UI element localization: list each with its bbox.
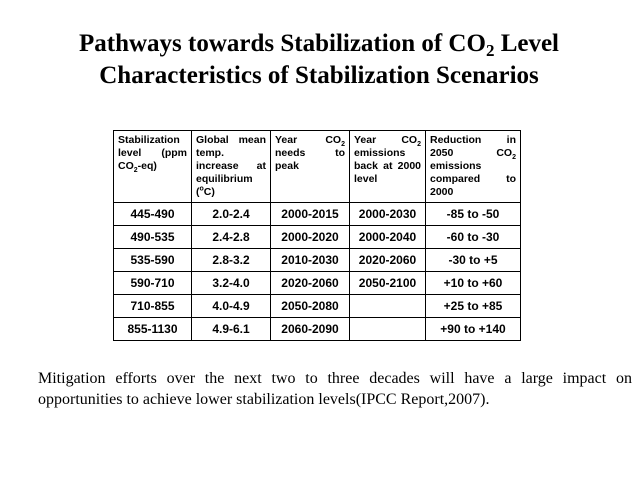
table-cell: -85 to -50 xyxy=(425,202,521,226)
table-row: 710-855 4.0-4.9 2050-2080 +25 to +85 xyxy=(113,294,521,318)
table-cell: 490-535 xyxy=(113,225,192,249)
text-segment: Pathways towards Stabilization of CO xyxy=(78,30,486,57)
table-cell: 4.9-6.1 xyxy=(191,317,271,341)
table-cell: +10 to +60 xyxy=(425,271,521,295)
title-line: Pathways towards Stabilization of CO2 Le… xyxy=(0,30,638,60)
table-cell: 2.8-3.2 xyxy=(191,248,271,272)
text-segment: 2 xyxy=(512,154,516,162)
table-row: 535-590 2.8-3.2 2010-2030 2020-2060 -30 to +… xyxy=(113,248,521,272)
table-cell: +90 to +140 xyxy=(425,317,521,341)
text-segment: -eq) xyxy=(137,160,157,172)
text-segment: 2 xyxy=(485,41,495,60)
table-cell: -60 to -30 xyxy=(425,225,521,249)
table-body: 445-490 2.0-2.4 2000-2015 2000-2030 -85 to -… xyxy=(113,202,521,341)
table-cell: 590-710 xyxy=(113,271,192,295)
text-segment: Global mean temp. increase at equilibriu… xyxy=(196,134,266,198)
table-cell: 2000-2030 xyxy=(349,202,426,226)
title-line: Characteristics of Stabilization Scenari… xyxy=(0,62,638,90)
table-cell: 2000-2020 xyxy=(270,225,350,249)
table-cell: 2000-2040 xyxy=(349,225,426,249)
text-segment: o xyxy=(199,185,204,193)
table-cell: 445-490 xyxy=(113,202,192,226)
table-cell: -30 to +5 xyxy=(425,248,521,272)
header-cell: Year CO2 needs to peak xyxy=(270,130,350,203)
table-cell xyxy=(349,317,426,341)
table-cell: 2020-2060 xyxy=(270,271,350,295)
table-row: 490-535 2.4-2.8 2000-2020 2000-2040 -60 to -… xyxy=(113,225,521,249)
text-segment: needs to peak xyxy=(275,147,345,172)
text-segment: Reduction in 2050 CO xyxy=(430,134,516,159)
table-cell: 2020-2060 xyxy=(349,248,426,272)
table-cell: 2060-2090 xyxy=(270,317,350,341)
header-cell: Global mean temp. increase at equilibriu… xyxy=(191,130,271,203)
table-cell: 535-590 xyxy=(113,248,192,272)
table-cell: 4.0-4.9 xyxy=(191,294,271,318)
text-segment: emissions compared to 2000 xyxy=(430,160,516,198)
table-cell: 2050-2080 xyxy=(270,294,350,318)
table-cell: 710-855 xyxy=(113,294,192,318)
text-segment: Year CO xyxy=(354,134,418,146)
header-cell: Year CO2 emissions back at 2000 level xyxy=(349,130,426,203)
text-segment: 2 xyxy=(133,167,138,175)
table-row: 590-710 3.2-4.0 2020-2060 2050-2100 +10 to +… xyxy=(113,271,521,295)
text-segment: 2 xyxy=(417,141,421,149)
table-cell: 2.0-2.4 xyxy=(191,202,271,226)
table-cell: 2050-2100 xyxy=(349,271,426,295)
text-segment: Level xyxy=(494,30,560,57)
header-row: Stabilization level (ppm CO2-eq) Global m… xyxy=(113,130,521,203)
footnote: Mitigation efforts over the next two to … xyxy=(38,370,632,408)
table-cell: 2.4-2.8 xyxy=(191,225,271,249)
table-row: 445-490 2.0-2.4 2000-2015 2000-2030 -85 to -… xyxy=(113,202,521,226)
text-segment: Characteristics of Stabilization Scenari… xyxy=(99,62,539,89)
text-segment: 2 xyxy=(341,141,345,149)
text-segment: C) xyxy=(203,186,215,198)
table-cell: 2000-2015 xyxy=(270,202,350,226)
header-cell: Stabilization level (ppm CO2-eq) xyxy=(113,130,192,203)
stabilization-table: Stabilization level (ppm CO2-eq) Global m… xyxy=(113,130,521,341)
table-cell: 3.2-4.0 xyxy=(191,271,271,295)
text-segment: emissions back at 2000 level xyxy=(354,147,421,185)
header-cell: Reduction in 2050 CO2 emissions compared… xyxy=(425,130,521,203)
text-segment: Stabilization level (ppm CO xyxy=(118,134,187,172)
table-cell: +25 to +85 xyxy=(425,294,521,318)
table-cell xyxy=(349,294,426,318)
text-segment: Year CO xyxy=(275,134,342,146)
table-row: 855-1130 4.9-6.1 2060-2090 +90 to +140 xyxy=(113,317,521,341)
table-cell: 2010-2030 xyxy=(270,248,350,272)
table-cell: 855-1130 xyxy=(113,317,192,341)
